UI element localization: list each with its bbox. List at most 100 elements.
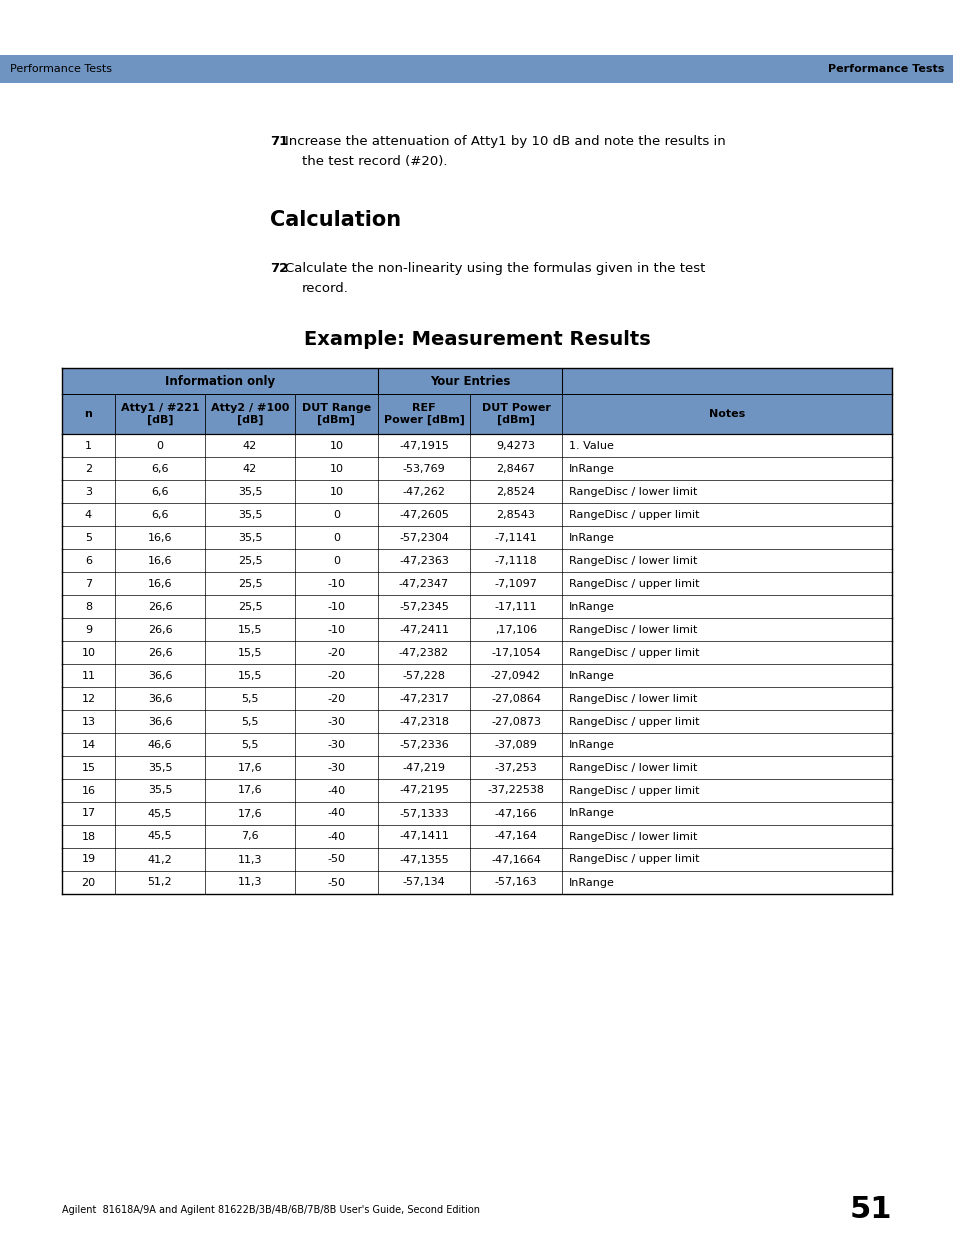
- Text: RangeDisc / lower limit: RangeDisc / lower limit: [568, 762, 697, 773]
- Text: 12: 12: [81, 694, 95, 704]
- Text: -40: -40: [327, 785, 345, 795]
- Text: Calculation: Calculation: [270, 210, 400, 230]
- Text: -47,164: -47,164: [494, 831, 537, 841]
- Text: -47,2318: -47,2318: [398, 716, 449, 726]
- Text: -37,22538: -37,22538: [487, 785, 544, 795]
- Text: -47,2382: -47,2382: [398, 647, 449, 657]
- Bar: [62, 503, 891, 526]
- Text: 17,6: 17,6: [237, 809, 262, 819]
- Text: 16,6: 16,6: [148, 556, 172, 566]
- Text: RangeDisc / lower limit: RangeDisc / lower limit: [568, 694, 697, 704]
- Text: RangeDisc / upper limit: RangeDisc / upper limit: [568, 647, 699, 657]
- Text: -47,2363: -47,2363: [398, 556, 449, 566]
- Bar: [62, 457, 891, 480]
- Text: -7,1141: -7,1141: [494, 532, 537, 542]
- Bar: [62, 595, 891, 618]
- Text: 72: 72: [270, 262, 288, 275]
- Text: -47,166: -47,166: [494, 809, 537, 819]
- Text: Information only: Information only: [165, 374, 274, 388]
- Text: -57,2304: -57,2304: [398, 532, 449, 542]
- Text: -17,1054: -17,1054: [491, 647, 540, 657]
- Text: RangeDisc / lower limit: RangeDisc / lower limit: [568, 831, 697, 841]
- Text: -10: -10: [327, 625, 345, 635]
- Text: DUT Range
[dBm]: DUT Range [dBm]: [301, 403, 371, 425]
- Bar: [62, 848, 891, 871]
- Text: -10: -10: [327, 578, 345, 589]
- Text: 16,6: 16,6: [148, 578, 172, 589]
- Text: 4: 4: [85, 510, 92, 520]
- Text: RangeDisc / upper limit: RangeDisc / upper limit: [568, 510, 699, 520]
- Text: 9: 9: [85, 625, 92, 635]
- Text: -30: -30: [327, 716, 345, 726]
- Text: InRange: InRange: [568, 671, 615, 680]
- Text: 3: 3: [85, 487, 91, 496]
- Text: -50: -50: [327, 878, 345, 888]
- Text: 0: 0: [333, 532, 339, 542]
- Text: -20: -20: [327, 647, 345, 657]
- Text: -30: -30: [327, 740, 345, 750]
- Text: Increase the attenuation of Atty1 by 10 dB and note the results in: Increase the attenuation of Atty1 by 10 …: [285, 135, 725, 148]
- Bar: [62, 368, 891, 394]
- Text: -27,0864: -27,0864: [491, 694, 540, 704]
- Text: RangeDisc / upper limit: RangeDisc / upper limit: [568, 785, 699, 795]
- Text: Notes: Notes: [708, 409, 744, 419]
- Text: 6: 6: [85, 556, 91, 566]
- Text: 16,6: 16,6: [148, 532, 172, 542]
- Text: 26,6: 26,6: [148, 647, 172, 657]
- Text: -10: -10: [327, 601, 345, 611]
- Text: 15: 15: [81, 762, 95, 773]
- Text: -53,769: -53,769: [402, 463, 445, 473]
- Text: 35,5: 35,5: [237, 532, 262, 542]
- Text: 15,5: 15,5: [237, 647, 262, 657]
- Text: ,17,106: ,17,106: [495, 625, 537, 635]
- Bar: [62, 756, 891, 779]
- Text: RangeDisc / upper limit: RangeDisc / upper limit: [568, 855, 699, 864]
- Text: RangeDisc / upper limit: RangeDisc / upper limit: [568, 716, 699, 726]
- Text: 9,4273: 9,4273: [496, 441, 535, 451]
- Text: 36,6: 36,6: [148, 671, 172, 680]
- Text: 41,2: 41,2: [148, 855, 172, 864]
- Text: -57,228: -57,228: [402, 671, 445, 680]
- Text: 10: 10: [329, 441, 343, 451]
- Text: RangeDisc / upper limit: RangeDisc / upper limit: [568, 578, 699, 589]
- Bar: [62, 871, 891, 894]
- Text: 35,5: 35,5: [148, 785, 172, 795]
- Text: -47,1355: -47,1355: [398, 855, 449, 864]
- Bar: [62, 641, 891, 664]
- Text: 51,2: 51,2: [148, 878, 172, 888]
- Bar: [62, 734, 891, 756]
- Text: InRange: InRange: [568, 463, 615, 473]
- Text: -37,089: -37,089: [494, 740, 537, 750]
- Text: -17,111: -17,111: [495, 601, 537, 611]
- Text: 18: 18: [81, 831, 95, 841]
- Text: 36,6: 36,6: [148, 716, 172, 726]
- Text: Performance Tests: Performance Tests: [827, 64, 943, 74]
- Text: Your Entries: Your Entries: [430, 374, 510, 388]
- Text: -47,1915: -47,1915: [398, 441, 449, 451]
- Text: -57,1333: -57,1333: [398, 809, 448, 819]
- Text: -47,2195: -47,2195: [398, 785, 449, 795]
- Text: 2,8524: 2,8524: [496, 487, 535, 496]
- Text: 45,5: 45,5: [148, 809, 172, 819]
- Bar: [0, 56, 953, 83]
- Text: RangeDisc / lower limit: RangeDisc / lower limit: [568, 487, 697, 496]
- Text: 17,6: 17,6: [237, 762, 262, 773]
- Text: -47,2605: -47,2605: [398, 510, 449, 520]
- Text: -20: -20: [327, 694, 345, 704]
- Text: -57,2345: -57,2345: [398, 601, 449, 611]
- Text: -47,2317: -47,2317: [398, 694, 449, 704]
- Text: 35,5: 35,5: [237, 487, 262, 496]
- Text: 8: 8: [85, 601, 92, 611]
- Text: -7,1118: -7,1118: [494, 556, 537, 566]
- Text: 0: 0: [333, 556, 339, 566]
- Text: 19: 19: [81, 855, 95, 864]
- Text: 0: 0: [333, 510, 339, 520]
- Text: 2,8467: 2,8467: [496, 463, 535, 473]
- Text: -47,1664: -47,1664: [491, 855, 540, 864]
- Text: 10: 10: [81, 647, 95, 657]
- Text: RangeDisc / lower limit: RangeDisc / lower limit: [568, 556, 697, 566]
- Text: 26,6: 26,6: [148, 625, 172, 635]
- Text: -47,219: -47,219: [402, 762, 445, 773]
- Text: Agilent  81618A/9A and Agilent 81622B/3B/4B/6B/7B/8B User's Guide, Second Editio: Agilent 81618A/9A and Agilent 81622B/3B/…: [62, 1205, 479, 1215]
- Text: -30: -30: [327, 762, 345, 773]
